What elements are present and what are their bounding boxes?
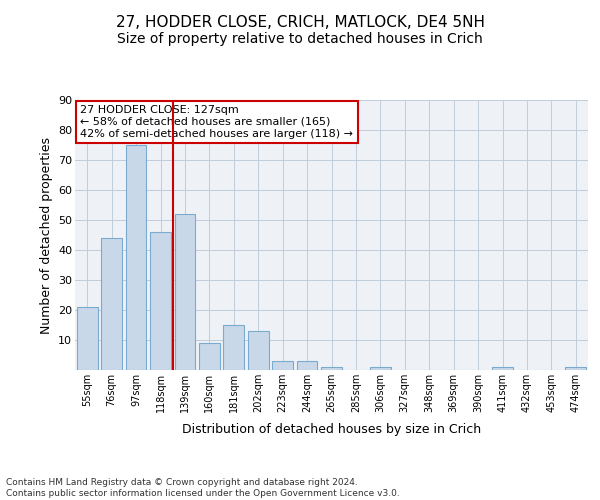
Bar xyxy=(150,232,171,370)
Bar xyxy=(125,145,146,370)
Bar xyxy=(272,361,293,370)
Bar xyxy=(175,214,196,370)
Bar xyxy=(77,307,98,370)
Text: 27 HODDER CLOSE: 127sqm
← 58% of detached houses are smaller (165)
42% of semi-d: 27 HODDER CLOSE: 127sqm ← 58% of detache… xyxy=(80,106,353,138)
Text: Contains HM Land Registry data © Crown copyright and database right 2024.
Contai: Contains HM Land Registry data © Crown c… xyxy=(6,478,400,498)
Bar xyxy=(223,325,244,370)
Bar xyxy=(199,343,220,370)
Bar xyxy=(321,367,342,370)
Text: 27, HODDER CLOSE, CRICH, MATLOCK, DE4 5NH: 27, HODDER CLOSE, CRICH, MATLOCK, DE4 5N… xyxy=(115,15,485,30)
Bar xyxy=(492,367,513,370)
Bar xyxy=(248,331,269,370)
Y-axis label: Number of detached properties: Number of detached properties xyxy=(40,136,53,334)
Bar xyxy=(565,367,586,370)
Bar xyxy=(370,367,391,370)
Bar xyxy=(296,361,317,370)
Text: Size of property relative to detached houses in Crich: Size of property relative to detached ho… xyxy=(117,32,483,46)
Bar xyxy=(101,238,122,370)
X-axis label: Distribution of detached houses by size in Crich: Distribution of detached houses by size … xyxy=(182,424,481,436)
